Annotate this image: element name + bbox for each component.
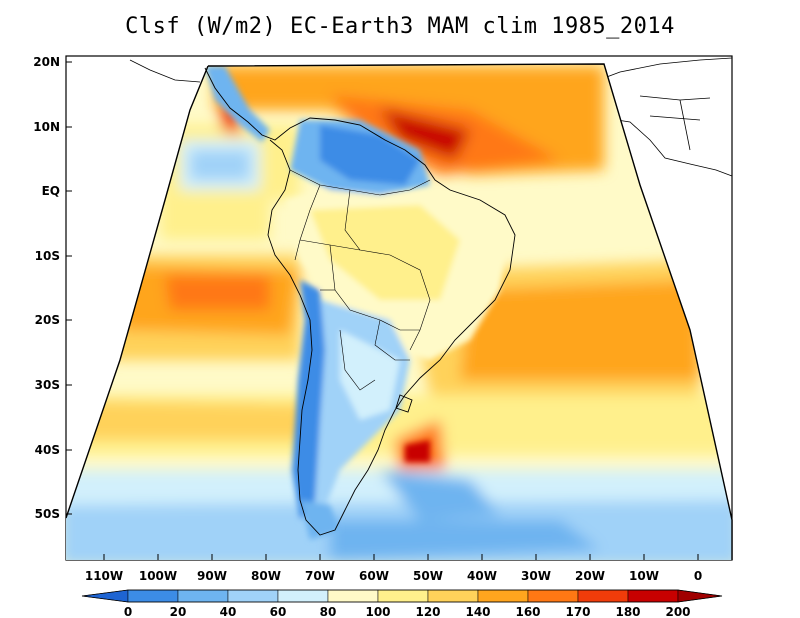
lat-label-10s: 10S bbox=[35, 249, 60, 263]
lon-ticks bbox=[103, 554, 699, 560]
colorbar-cell-3 bbox=[227, 589, 279, 603]
colorbar-cell-4 bbox=[277, 589, 329, 603]
colorbar-label-20: 20 bbox=[170, 605, 187, 618]
colorbar-cell-5 bbox=[327, 589, 379, 603]
lon-label-70w: 70W bbox=[305, 569, 335, 583]
lon-label-10w: 10W bbox=[629, 569, 659, 583]
lat-label-10n: 10N bbox=[33, 120, 60, 134]
colorbar-cell-9 bbox=[527, 589, 579, 603]
lon-label-60w: 60W bbox=[359, 569, 389, 583]
colorbar-label-80: 80 bbox=[320, 605, 337, 618]
colorbar-cell-0 bbox=[81, 589, 129, 603]
lon-label-110w: 110W bbox=[85, 569, 123, 583]
colorbar-label-170: 170 bbox=[565, 605, 590, 618]
colorbar-label-200: 200 bbox=[665, 605, 690, 618]
lat-labels: 20N 10N EQ 10S 20S 30S 40S 50S bbox=[33, 55, 60, 521]
lat-label-20s: 20S bbox=[35, 313, 60, 327]
lon-label-100w: 100W bbox=[139, 569, 177, 583]
lat-label-eq: EQ bbox=[42, 184, 60, 198]
colorbar-label-100: 100 bbox=[365, 605, 390, 618]
country-borders bbox=[289, 169, 431, 391]
lon-label-20w: 20W bbox=[575, 569, 605, 583]
colorbar-label-40: 40 bbox=[220, 605, 237, 618]
domain-boundary bbox=[65, 63, 733, 560]
lon-label-40w: 40W bbox=[467, 569, 497, 583]
lat-label-30s: 30S bbox=[35, 378, 60, 392]
colorbar-cell-2 bbox=[177, 589, 229, 603]
colorbar-cell-7 bbox=[427, 589, 479, 603]
colorbar-label-180: 180 bbox=[615, 605, 640, 618]
colorbar-label-60: 60 bbox=[270, 605, 287, 618]
colorbar-label-140: 140 bbox=[465, 605, 490, 618]
lon-label-0: 0 bbox=[694, 569, 702, 583]
outer-coastlines bbox=[129, 57, 733, 177]
colorbar-cell-11 bbox=[627, 589, 679, 603]
colorbar-label-120: 120 bbox=[415, 605, 440, 618]
colorbar-cell-10 bbox=[577, 589, 629, 603]
colorbar-cell-1 bbox=[127, 589, 179, 603]
colorbar-cell-8 bbox=[477, 589, 529, 603]
lon-labels: 110W 100W 90W 80W 70W 60W 50W 40W 30W 20… bbox=[85, 569, 702, 583]
chart-title: Clsf (W/m2) EC-Earth3 MAM clim 1985_2014 bbox=[125, 14, 675, 39]
lon-label-90w: 90W bbox=[197, 569, 227, 583]
lon-label-50w: 50W bbox=[413, 569, 443, 583]
lat-label-50s: 50S bbox=[35, 507, 60, 521]
lat-label-40s: 40S bbox=[35, 443, 60, 457]
colorbar: 0 20 40 60 80 100 120 140 160 170 180 20… bbox=[81, 589, 723, 618]
colorbar-outline bbox=[81, 589, 723, 603]
colorbar-cell-6 bbox=[377, 589, 429, 603]
lon-label-30w: 30W bbox=[521, 569, 551, 583]
coastlines bbox=[204, 67, 516, 536]
colorbar-cell-12 bbox=[677, 589, 723, 603]
lon-label-80w: 80W bbox=[251, 569, 281, 583]
lat-ticks bbox=[66, 61, 72, 515]
lat-label-20n: 20N bbox=[33, 55, 60, 69]
colorbar-label-160: 160 bbox=[515, 605, 540, 618]
colorbar-label-0: 0 bbox=[124, 605, 132, 618]
